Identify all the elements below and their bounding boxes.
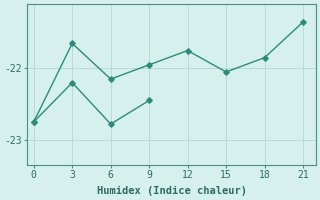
X-axis label: Humidex (Indice chaleur): Humidex (Indice chaleur)	[97, 186, 247, 196]
